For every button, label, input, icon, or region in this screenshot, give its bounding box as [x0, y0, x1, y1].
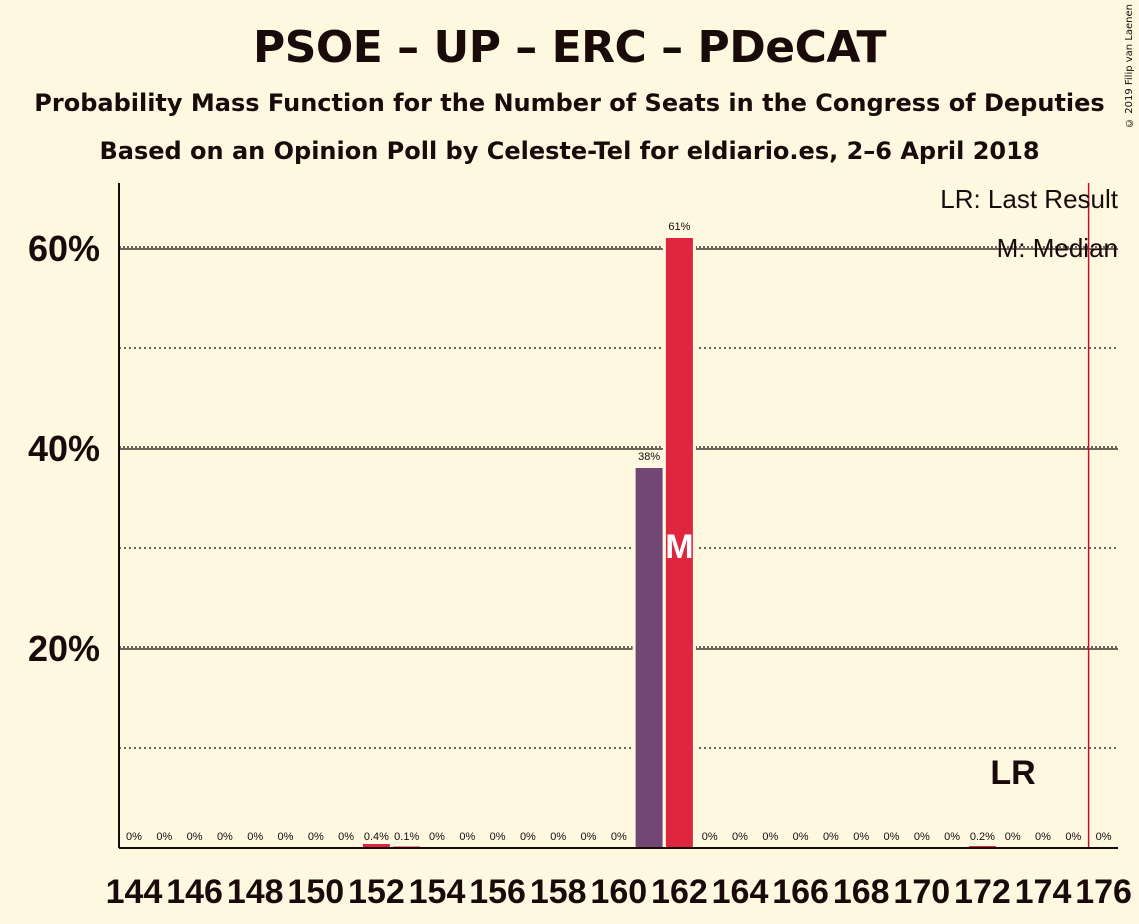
value-labels: 0% 0% 0% 0% 0% 0% 0% 0% 0.4% 0.1% 0% 0% 0% 0% 0% 0% 0% 38…	[126, 221, 1112, 843]
bar-value-label: 0%	[459, 831, 475, 843]
bar-value-label: 0%	[338, 831, 354, 843]
bar-value-label: 0%	[126, 831, 142, 843]
y-tick-label: 40%	[28, 428, 100, 469]
bar-value-label: 0%	[217, 831, 233, 843]
bar-value-label: 0%	[1035, 831, 1051, 843]
median-marker: M	[665, 528, 693, 566]
bar-value-label: 38%	[638, 451, 660, 463]
grid-lines	[119, 246, 1118, 749]
bar-value-label: 0%	[762, 831, 778, 843]
bar-value-label: 0%	[823, 831, 839, 843]
bar-value-label: 61%	[668, 221, 690, 233]
x-tick-label: 164	[712, 873, 769, 911]
bar-value-label: 0%	[732, 831, 748, 843]
x-tick-label: 162	[651, 873, 708, 911]
bar-seat-152	[362, 844, 390, 848]
x-tick-label: 158	[530, 873, 587, 911]
bar-value-label: 0%	[520, 831, 536, 843]
bar-value-label: 0%	[429, 831, 445, 843]
chart-title: PSOE – UP – ERC – PDeCAT	[252, 22, 887, 73]
chart-subtitle: Probability Mass Function for the Number…	[34, 89, 1105, 117]
legend-median: M: Median	[997, 233, 1118, 263]
bar-value-label: 0%	[1005, 831, 1021, 843]
bar-value-label: 0%	[247, 831, 263, 843]
x-tick-label: 168	[833, 873, 890, 911]
x-tick-label: 146	[166, 873, 223, 911]
bar-value-label: 0%	[581, 831, 597, 843]
bar-value-label: 0.2%	[970, 831, 995, 843]
bars	[362, 235, 996, 848]
bar-seat-161	[635, 468, 663, 848]
x-tick-label: 148	[227, 873, 284, 911]
bar-value-label: 0.4%	[364, 831, 389, 843]
bar-seat-162	[665, 238, 693, 848]
bar-value-label: 0%	[1096, 831, 1112, 843]
x-tick-label: 176	[1075, 873, 1132, 911]
bar-value-label: 0%	[793, 831, 809, 843]
y-tick-label: 60%	[28, 228, 100, 269]
x-tick-label: 154	[409, 873, 466, 911]
bar-value-label: 0%	[853, 831, 869, 843]
bar-value-label: 0%	[490, 831, 506, 843]
x-tick-label: 174	[1015, 873, 1072, 911]
x-tick-label: 170	[893, 873, 950, 911]
bar-value-label: 0%	[550, 831, 566, 843]
bar-value-label: 0.1%	[394, 831, 419, 843]
legend-last-result: LR: Last Result	[940, 184, 1119, 214]
y-tick-label: 20%	[28, 628, 100, 669]
axes: 20%40%60%144 146 148 150 152 154 156 158 160 162 1…	[28, 183, 1132, 911]
bar-value-label: 0%	[187, 831, 203, 843]
x-tick-label: 166	[772, 873, 829, 911]
x-tick-label: 152	[348, 873, 405, 911]
x-tick-label: 160	[590, 873, 647, 911]
bar-value-label: 0%	[944, 831, 960, 843]
bar-value-label: 0%	[156, 831, 172, 843]
x-tick-label: 156	[469, 873, 526, 911]
bar-value-label: 0%	[611, 831, 627, 843]
bar-value-label: 0%	[278, 831, 294, 843]
x-tick-label: 150	[287, 873, 344, 911]
bar-value-label: 0%	[308, 831, 324, 843]
x-tick-label: 172	[954, 873, 1011, 911]
bar-value-label: 0%	[914, 831, 930, 843]
last-result-marker: LR	[990, 754, 1035, 792]
chart-source-line: Based on an Opinion Poll by Celeste-Tel …	[99, 137, 1040, 165]
bar-value-label: 0%	[1065, 831, 1081, 843]
bar-value-label: 0%	[884, 831, 900, 843]
bar-value-label: 0%	[702, 831, 718, 843]
x-tick-label: 144	[106, 873, 163, 911]
